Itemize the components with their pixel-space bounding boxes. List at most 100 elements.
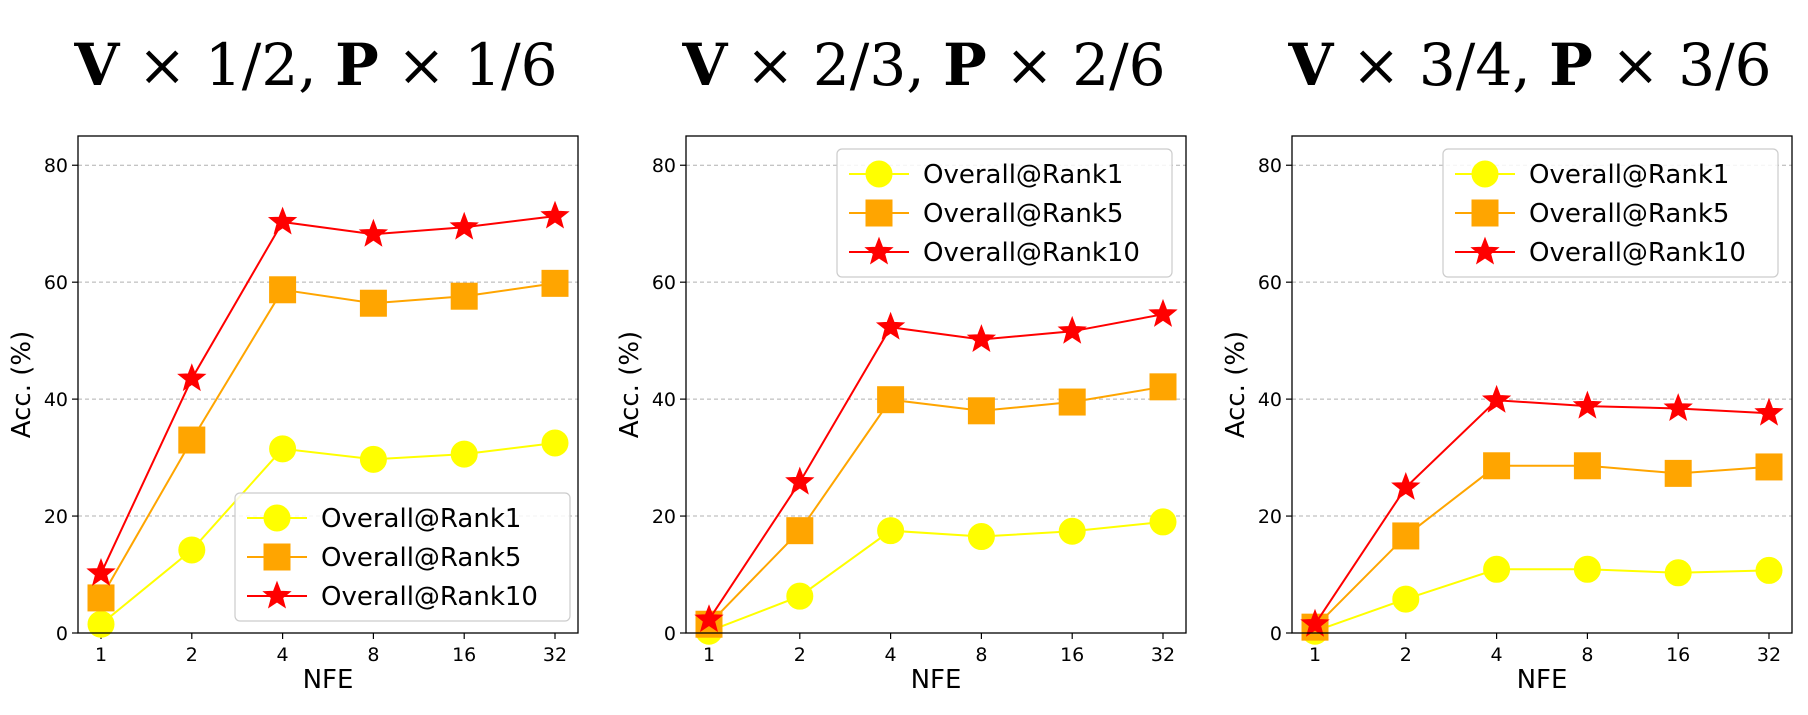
chart-title-part: P (335, 31, 379, 99)
chart-title-part: × 2/3, (727, 31, 943, 99)
series-Overall@Rank10 (86, 200, 570, 586)
x-tick-label: 16 (1666, 644, 1690, 666)
y-tick-label: 20 (1258, 506, 1282, 528)
legend-label: Overall@Rank5 (321, 543, 521, 573)
x-axis-label: NFE (1517, 665, 1568, 695)
series-Overall@Rank5 (1301, 452, 1783, 641)
data-point (450, 282, 478, 310)
x-tick-label: 1 (95, 644, 107, 666)
series-Overall@Rank1 (695, 508, 1177, 645)
legend-label: Overall@Rank10 (321, 582, 538, 612)
legend-item: Overall@Rank5 (1455, 199, 1729, 229)
x-tick-label: 32 (1757, 644, 1781, 666)
data-point (1754, 397, 1784, 426)
legend-marker (263, 504, 291, 532)
chart-title-part: P (1549, 31, 1593, 99)
chart-title-part: × 3/6 (1593, 31, 1772, 99)
legend-marker (263, 543, 291, 571)
chart-title-part: V (681, 31, 728, 99)
data-point (269, 435, 297, 463)
data-point (1391, 471, 1421, 500)
series-line (1314, 568, 1770, 633)
data-point (86, 557, 116, 586)
chart-title-part: P (943, 31, 987, 99)
legend-marker (1470, 236, 1500, 265)
data-point (1481, 384, 1512, 413)
series-line (100, 215, 556, 574)
chart-title: V × 3/4, P × 3/6 (1287, 31, 1771, 99)
chart-title-part: × 3/4, (1333, 31, 1549, 99)
series-Overall@Rank5 (87, 269, 569, 612)
legend-label: Overall@Rank1 (1529, 160, 1729, 190)
data-point (1392, 585, 1420, 613)
y-tick-label: 40 (652, 389, 676, 411)
chart-title-part: × 1/2, (119, 31, 335, 99)
x-tick-label: 2 (794, 644, 806, 666)
data-point (1573, 555, 1601, 583)
legend-item: Overall@Rank10 (849, 236, 1140, 268)
data-point (786, 517, 814, 545)
data-point (1663, 393, 1693, 421)
series-line (1314, 464, 1770, 628)
x-tick-label: 4 (885, 644, 897, 666)
legend-item: Overall@Rank5 (247, 543, 521, 573)
legend-box (234, 492, 571, 622)
legend-label: Overall@Rank1 (923, 160, 1123, 190)
data-point (967, 397, 995, 425)
series-line (708, 520, 1164, 633)
data-point (449, 211, 479, 240)
y-tick-label: 60 (1258, 272, 1282, 294)
x-tick-label: 1 (1309, 644, 1321, 666)
chart-title-part: V (1287, 31, 1334, 99)
series-Overall@Rank10 (694, 298, 1178, 633)
legend-marker (865, 160, 893, 188)
series-line (708, 385, 1164, 625)
data-point (177, 363, 207, 392)
y-tick-label: 60 (652, 272, 676, 294)
series-line (100, 442, 556, 625)
series-line (100, 282, 556, 599)
data-point (541, 269, 569, 297)
legend-item: Overall@Rank1 (247, 504, 521, 534)
legend-item: Overall@Rank10 (247, 580, 538, 612)
data-point (1483, 452, 1511, 480)
x-tick-label: 2 (1400, 644, 1412, 666)
data-point (359, 289, 387, 317)
data-point (1755, 453, 1783, 481)
chart-title-part: V (73, 31, 120, 99)
x-tick-label: 1 (703, 644, 715, 666)
data-point (966, 324, 997, 352)
legend-label: Overall@Rank10 (1529, 238, 1746, 268)
series-Overall@Rank1 (1301, 555, 1783, 645)
plot-frame (77, 135, 579, 634)
legend-marker (864, 236, 894, 265)
chart-panel-1: V × 1/2, P × 1/6 0 20 40 60 80 1 2 4 8 16 32 NFE Acc.… (7, 31, 579, 695)
series-Overall@Rank10 (1300, 384, 1784, 637)
plot-frame (685, 135, 1187, 634)
data-point (359, 445, 387, 473)
data-point (1149, 373, 1177, 401)
legend-marker (865, 199, 893, 227)
x-tick-label: 16 (452, 644, 476, 666)
legend-item: Overall@Rank5 (849, 199, 1123, 229)
x-tick-label: 8 (1581, 644, 1593, 666)
x-tick-label: 2 (186, 644, 198, 666)
series-Overall@Rank5 (695, 373, 1177, 638)
y-tick-label: 20 (652, 506, 676, 528)
x-tick-label: 8 (975, 644, 987, 666)
legend-item: Overall@Rank1 (849, 160, 1123, 190)
legend-label: Overall@Rank10 (923, 238, 1140, 268)
legend-box (1442, 148, 1779, 278)
x-axis-label: NFE (303, 665, 354, 695)
y-tick-label: 40 (44, 389, 68, 411)
legend-label: Overall@Rank5 (1529, 199, 1729, 229)
x-tick-label: 4 (277, 644, 289, 666)
x-tick-label: 8 (367, 644, 379, 666)
data-point (541, 429, 569, 457)
series-Overall@Rank1 (87, 429, 569, 638)
chart-panel-3: V × 3/4, P × 3/6 0 20 40 60 80 1 2 4 8 16 32 NFE Acc.… (1221, 31, 1793, 695)
data-point (1483, 555, 1511, 583)
data-point (1392, 522, 1420, 550)
y-tick-label: 80 (652, 155, 676, 177)
